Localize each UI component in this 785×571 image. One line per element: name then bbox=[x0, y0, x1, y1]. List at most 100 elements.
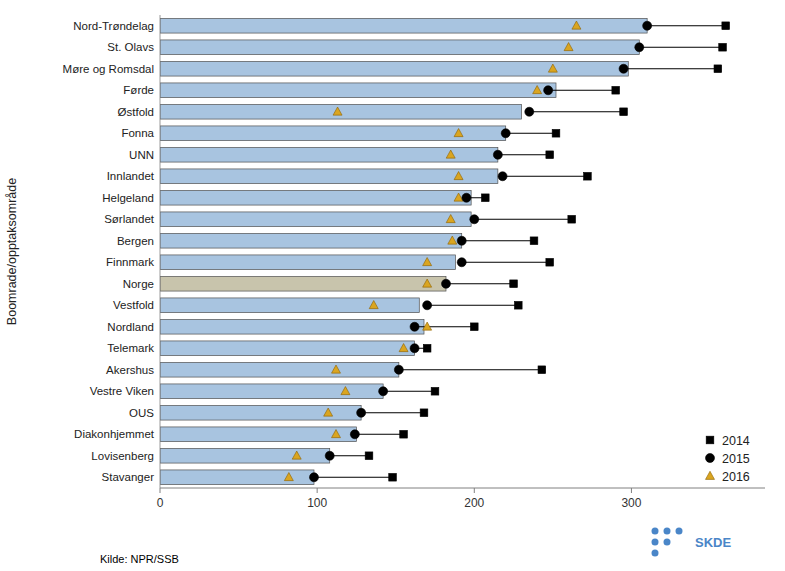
point-marker bbox=[400, 430, 408, 438]
bar bbox=[160, 341, 415, 356]
x-tick bbox=[317, 488, 318, 493]
point-marker bbox=[719, 43, 727, 51]
connector-line bbox=[529, 111, 623, 112]
category-label: Lovisenberg bbox=[91, 450, 154, 462]
connector-line bbox=[462, 262, 550, 263]
point-marker bbox=[333, 107, 342, 115]
bar bbox=[160, 61, 628, 76]
category-label: Helgeland bbox=[102, 192, 154, 204]
point-marker bbox=[612, 86, 620, 94]
logo-dot bbox=[652, 550, 659, 557]
bar bbox=[160, 126, 506, 141]
connector-line bbox=[462, 240, 534, 241]
point-marker bbox=[324, 408, 333, 416]
point-marker bbox=[722, 22, 730, 30]
legend-marker bbox=[706, 471, 715, 479]
point-marker bbox=[533, 86, 542, 94]
category-label: Nord-Trøndelag bbox=[73, 20, 154, 32]
connector-line bbox=[415, 326, 475, 327]
point-marker bbox=[498, 172, 507, 181]
bar bbox=[160, 18, 647, 33]
point-marker bbox=[514, 301, 522, 309]
category-label: Innlandet bbox=[107, 170, 155, 182]
point-marker bbox=[448, 236, 457, 244]
point-marker bbox=[568, 215, 576, 223]
point-marker bbox=[442, 279, 451, 288]
point-marker bbox=[446, 150, 455, 158]
point-marker bbox=[584, 172, 592, 180]
legend-marker bbox=[706, 454, 715, 463]
point-marker bbox=[365, 452, 373, 460]
point-marker bbox=[325, 451, 334, 460]
point-marker bbox=[423, 301, 432, 310]
point-marker bbox=[423, 279, 432, 287]
plot-area bbox=[160, 18, 730, 484]
bar bbox=[160, 169, 498, 184]
bar bbox=[160, 319, 424, 334]
point-marker bbox=[493, 150, 502, 159]
point-marker bbox=[332, 430, 341, 438]
connector-line bbox=[330, 455, 369, 456]
point-marker bbox=[481, 194, 489, 202]
legend-label: 2014 bbox=[722, 434, 750, 448]
connector-line bbox=[446, 283, 514, 284]
logo-dot bbox=[676, 528, 683, 535]
logo-text: SKDE bbox=[695, 535, 731, 550]
point-marker bbox=[510, 280, 518, 288]
category-label: Bergen bbox=[117, 235, 154, 247]
legend-label: 2015 bbox=[722, 452, 750, 466]
bar bbox=[160, 212, 471, 227]
bar bbox=[160, 147, 498, 162]
x-tick bbox=[160, 488, 161, 493]
point-marker bbox=[446, 215, 455, 223]
x-tick bbox=[474, 488, 475, 493]
category-label: Diakonhjemmet bbox=[74, 428, 155, 440]
point-marker bbox=[501, 129, 510, 138]
category-label: Stavanger bbox=[102, 471, 155, 483]
point-marker bbox=[284, 473, 293, 481]
point-marker bbox=[357, 408, 366, 417]
category-label: Norge bbox=[123, 278, 154, 290]
point-marker bbox=[620, 108, 628, 116]
point-marker bbox=[423, 258, 432, 266]
category-label: St. Olavs bbox=[107, 41, 154, 53]
point-marker bbox=[457, 236, 466, 245]
x-tick-label: 0 bbox=[157, 496, 164, 510]
point-marker bbox=[470, 215, 479, 224]
connector-line bbox=[503, 176, 588, 177]
connector-line bbox=[506, 133, 556, 134]
category-label: Telemark bbox=[107, 342, 154, 354]
x-tick bbox=[631, 488, 632, 493]
bar bbox=[160, 448, 330, 463]
connector-line bbox=[399, 369, 542, 370]
bar bbox=[160, 384, 383, 399]
bar bbox=[160, 362, 399, 377]
point-marker bbox=[292, 451, 301, 459]
point-marker bbox=[423, 322, 432, 330]
connector-line bbox=[361, 412, 424, 413]
category-label: Nordland bbox=[107, 321, 154, 333]
y-axis-label: Boomrade/opptaksområde bbox=[5, 178, 19, 325]
point-marker bbox=[714, 65, 722, 73]
bar bbox=[160, 233, 462, 248]
point-marker bbox=[394, 365, 403, 374]
category-label: UNN bbox=[129, 149, 154, 161]
category-label: Vestfold bbox=[113, 299, 154, 311]
x-axis-line bbox=[160, 488, 765, 489]
source-note: Kilde: NPR/SSB bbox=[100, 553, 179, 565]
category-label: Møre og Romsdal bbox=[63, 63, 154, 75]
bar bbox=[160, 276, 446, 291]
connector-line bbox=[498, 154, 550, 155]
category-label: Fonna bbox=[121, 127, 154, 139]
point-marker bbox=[423, 344, 431, 352]
category-label: Østfold bbox=[118, 106, 154, 118]
legend: 2014 2015 2016 bbox=[706, 434, 750, 484]
point-marker bbox=[310, 473, 319, 482]
point-marker bbox=[546, 258, 554, 266]
connector-line bbox=[383, 391, 435, 392]
bar bbox=[160, 40, 639, 55]
legend-label: 2016 bbox=[722, 470, 750, 484]
bar bbox=[160, 190, 471, 205]
point-marker bbox=[454, 172, 463, 180]
logo-dot bbox=[664, 528, 671, 535]
